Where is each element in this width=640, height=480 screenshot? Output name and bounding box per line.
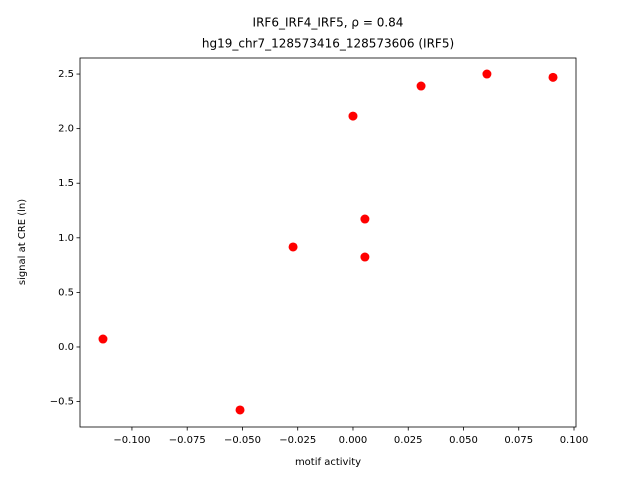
x-tick-label: −0.050 bbox=[224, 435, 261, 446]
point bbox=[548, 72, 558, 82]
plot-frame bbox=[79, 57, 577, 428]
y-tick-label: −0.5 bbox=[50, 397, 74, 408]
point bbox=[98, 334, 108, 344]
point bbox=[360, 252, 370, 262]
point bbox=[348, 111, 358, 121]
y-tick-label: 2.0 bbox=[58, 124, 74, 135]
x-tick-label: −0.025 bbox=[279, 435, 316, 446]
point bbox=[288, 242, 298, 252]
y-tick-label: 0.0 bbox=[58, 342, 74, 353]
x-tick-label: 0.100 bbox=[560, 435, 589, 446]
x-axis-label: motif activity bbox=[295, 457, 361, 468]
x-tick-label: −0.100 bbox=[113, 435, 150, 446]
chart-subtitle: hg19_chr7_128573416_128573606 (IRF5) bbox=[202, 37, 454, 51]
y-tick-label: 0.5 bbox=[58, 287, 74, 298]
x-tick-label: 0.075 bbox=[504, 435, 533, 446]
x-tick-label: 0.050 bbox=[449, 435, 478, 446]
point bbox=[482, 69, 492, 79]
chart-title: IRF6_IRF4_IRF5, ρ = 0.84 bbox=[253, 16, 404, 30]
x-tick-label: −0.075 bbox=[169, 435, 206, 446]
y-tick-label: 1.0 bbox=[58, 233, 74, 244]
y-axis-label: signal at CRE (ln) bbox=[17, 199, 28, 285]
point bbox=[235, 405, 245, 415]
point bbox=[360, 214, 370, 224]
x-tick-label: 0.025 bbox=[394, 435, 423, 446]
point bbox=[416, 81, 426, 91]
y-tick-label: 2.5 bbox=[58, 69, 74, 80]
y-tick-label: 1.5 bbox=[58, 178, 74, 189]
x-tick-label: 0.000 bbox=[339, 435, 368, 446]
